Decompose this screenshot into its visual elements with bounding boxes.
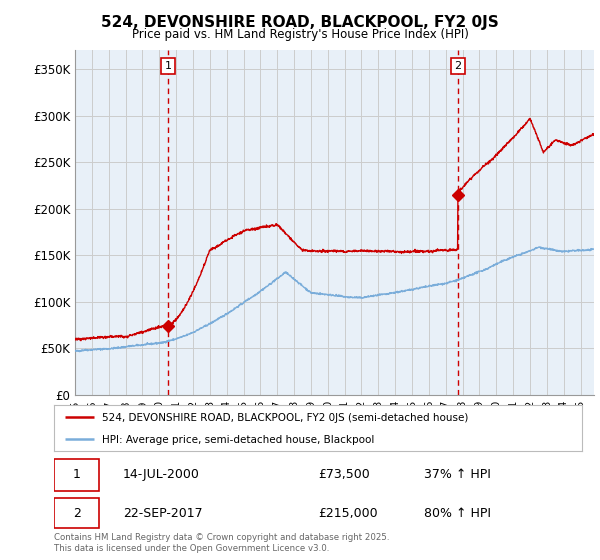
Text: 37% ↑ HPI: 37% ↑ HPI: [424, 468, 490, 482]
Text: 524, DEVONSHIRE ROAD, BLACKPOOL, FY2 0JS: 524, DEVONSHIRE ROAD, BLACKPOOL, FY2 0JS: [101, 15, 499, 30]
Text: £215,000: £215,000: [318, 507, 377, 520]
Text: 2: 2: [454, 61, 461, 71]
Text: £73,500: £73,500: [318, 468, 370, 482]
Text: 14-JUL-2000: 14-JUL-2000: [122, 468, 200, 482]
Text: 524, DEVONSHIRE ROAD, BLACKPOOL, FY2 0JS (semi-detached house): 524, DEVONSHIRE ROAD, BLACKPOOL, FY2 0JS…: [101, 413, 468, 423]
Text: Contains HM Land Registry data © Crown copyright and database right 2025.
This d: Contains HM Land Registry data © Crown c…: [54, 533, 389, 553]
Text: Price paid vs. HM Land Registry's House Price Index (HPI): Price paid vs. HM Land Registry's House …: [131, 28, 469, 41]
FancyBboxPatch shape: [54, 498, 99, 529]
FancyBboxPatch shape: [54, 459, 99, 491]
Text: 2: 2: [73, 507, 80, 520]
Text: HPI: Average price, semi-detached house, Blackpool: HPI: Average price, semi-detached house,…: [101, 435, 374, 445]
Text: 1: 1: [73, 468, 80, 482]
Text: 80% ↑ HPI: 80% ↑ HPI: [424, 507, 491, 520]
Text: 22-SEP-2017: 22-SEP-2017: [122, 507, 202, 520]
Text: 1: 1: [164, 61, 172, 71]
